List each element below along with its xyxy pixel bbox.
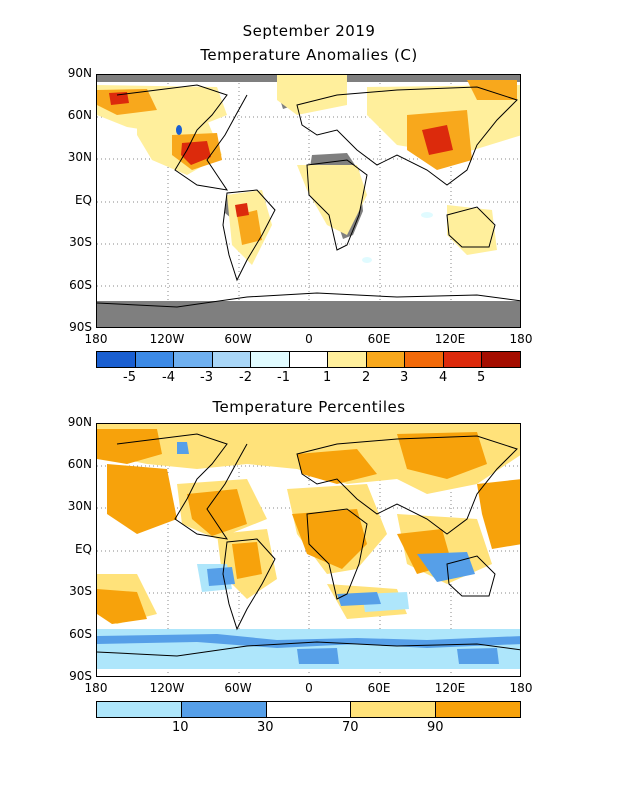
- bottom-lat-label: EQ: [74, 542, 92, 556]
- percentile-map: [96, 423, 521, 677]
- bottom-lon-label: 0: [305, 681, 313, 695]
- anomaly-colorbar-label: 2: [362, 370, 371, 385]
- anomaly-colorbar-label: 1: [323, 370, 332, 385]
- top-lon-label: 60W: [224, 332, 252, 346]
- bottom-lon-label: 180: [84, 681, 108, 695]
- bottom-lon-label: 60E: [367, 681, 391, 695]
- anomaly-colorbar-label: -1: [277, 370, 290, 385]
- anomaly-colorbar-label: -2: [239, 370, 252, 385]
- top-lon-label: 120E: [434, 332, 466, 346]
- anomaly-colorbar-label: -5: [123, 370, 136, 385]
- anomaly-colorbar-label: 5: [477, 370, 486, 385]
- top-lat-label: EQ: [74, 193, 92, 207]
- anomaly-colorbar-swatch: [328, 352, 367, 367]
- anomaly-colorbar-label: 4: [439, 370, 448, 385]
- anomaly-colorbar-swatch: [443, 352, 483, 367]
- percentile-colorbar-swatch: [436, 702, 520, 717]
- top-lat-label: 90N: [67, 66, 92, 80]
- anomaly-colorbar-swatch: [289, 352, 329, 367]
- percentile-colorbar-label: 70: [342, 720, 359, 735]
- anomaly-colorbar-swatch: [174, 352, 213, 367]
- anomaly-colorbar-label: -4: [162, 370, 175, 385]
- anomaly-colorbar-swatch: [212, 352, 252, 367]
- bottom-lat-label: 90S: [69, 669, 92, 683]
- bottom-lat-label: 90N: [67, 415, 92, 429]
- bottom-lon-label: 180: [509, 681, 533, 695]
- anomaly-colorbar-swatch: [97, 352, 136, 367]
- top-lon-label: 180: [84, 332, 108, 346]
- anomaly-colorbar-swatch: [482, 352, 521, 367]
- anomaly-colorbar-swatch: [251, 352, 290, 367]
- top-lat-label: 90S: [69, 320, 92, 334]
- bottom-lat-label: 30N: [67, 499, 92, 513]
- percentiles-title: Temperature Percentiles: [212, 398, 406, 416]
- bottom-lat-label: 30S: [69, 584, 92, 598]
- top-lon-label: 0: [305, 332, 313, 346]
- anomaly-colorbar-swatch: [405, 352, 444, 367]
- percentile-colorbar-label: 10: [172, 720, 189, 735]
- percentile-colorbar-swatch: [351, 702, 437, 717]
- top-lat-label: 60N: [67, 108, 92, 122]
- top-lon-label: 120W: [149, 332, 185, 346]
- anomaly-colorbar-swatch: [366, 352, 406, 367]
- anomaly-colorbar-label: -3: [200, 370, 213, 385]
- anomaly-colorbar-swatch: [135, 352, 175, 367]
- percentile-colorbar-label: 90: [427, 720, 444, 735]
- top-lon-label: 60E: [367, 332, 391, 346]
- anomaly-colorbar-label: 3: [400, 370, 409, 385]
- bottom-lon-label: 120E: [434, 681, 466, 695]
- top-lat-label: 30N: [67, 150, 92, 164]
- top-lat-label: 60S: [69, 278, 92, 292]
- bottom-lon-label: 60W: [224, 681, 252, 695]
- bottom-lat-label: 60N: [67, 457, 92, 471]
- percentile-colorbar-swatch: [97, 702, 182, 717]
- percentile-colorbar-swatch: [181, 702, 267, 717]
- percentile-colorbar-label: 30: [257, 720, 274, 735]
- bottom-lat-label: 60S: [69, 627, 92, 641]
- percentile-colorbar-swatch: [266, 702, 352, 717]
- figure-title-line2: Temperature Anomalies (C): [200, 46, 418, 64]
- bottom-lon-label: 120W: [149, 681, 185, 695]
- top-lat-label: 30S: [69, 235, 92, 249]
- top-lon-label: 180: [509, 332, 533, 346]
- anomaly-map: [96, 74, 521, 328]
- figure-title-line1: September 2019: [242, 22, 376, 40]
- percentile-colorbar: [96, 701, 521, 718]
- anomaly-colorbar: [96, 351, 521, 368]
